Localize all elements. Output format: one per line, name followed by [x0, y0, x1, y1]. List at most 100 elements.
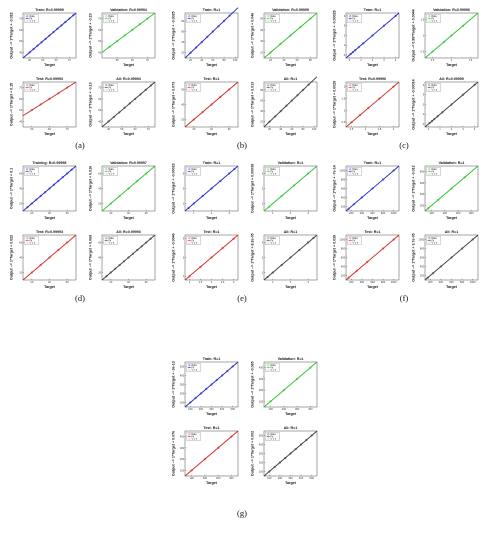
- data-point: [205, 387, 208, 391]
- legend-box: [186, 236, 201, 245]
- x-tick-label: 3: [307, 211, 309, 215]
- regression-panel: Train: R=0.99999 40 50 60 70 40 50 60 70 Target Ou…: [10, 8, 77, 67]
- y-tick-label: 60: [19, 28, 22, 32]
- data-point: [40, 41, 43, 44]
- data-point: [44, 37, 47, 40]
- y-tick-label: 50: [98, 108, 101, 112]
- legend-box: [103, 236, 118, 245]
- legend-data-marker: [188, 364, 191, 367]
- data-point: [280, 194, 283, 198]
- panel-title: Train: R=1: [203, 161, 220, 165]
- x-tick-label: 20: [268, 127, 271, 131]
- x-tick-label: 80: [309, 58, 312, 62]
- fit-line: [22, 165, 77, 212]
- y-tick-label: 20: [181, 51, 184, 55]
- regression-panel: All: R=1 200 400 600 800 1000 200 400 600 800 1000…: [412, 230, 479, 289]
- legend-data-label: Data: [109, 168, 115, 171]
- x-axis-label: Target: [446, 216, 458, 220]
- x-tick-label: 20: [30, 211, 33, 215]
- y-axis-label: Output ~= 1*Target + 3.7e-05: [412, 233, 416, 281]
- legend-box: [426, 83, 441, 92]
- legend-data-label: Data: [271, 364, 277, 367]
- x-axis-label: Target: [446, 63, 458, 67]
- legend-data-marker: [428, 237, 431, 240]
- data-point: [222, 19, 226, 23]
- x-tick-label: 60: [131, 58, 134, 62]
- x-tick-label: 800: [460, 280, 465, 284]
- y-tick-label: 3: [183, 171, 185, 175]
- group-label: (c): [399, 140, 409, 150]
- data-point: [127, 187, 130, 190]
- legend-box: [347, 83, 362, 92]
- data-point: [289, 34, 292, 37]
- y-tick-label: 40: [181, 40, 184, 44]
- data-point: [307, 241, 310, 244]
- data-point: [271, 271, 274, 274]
- panel-title: Validation: R=1: [278, 357, 304, 361]
- legend-box: [265, 14, 280, 23]
- x-tick-label: 70: [66, 127, 69, 131]
- data-point: [461, 93, 465, 96]
- y-tick-label: 800: [341, 177, 346, 181]
- legend-fit-label: Fit: [353, 240, 356, 243]
- y-tick-label: 20: [260, 50, 263, 54]
- y-tick-label: 3: [262, 240, 264, 244]
- y-tick-label: 60: [19, 97, 22, 101]
- x-tick-label: 1000: [391, 280, 397, 284]
- legend-fit-label: Fit: [30, 240, 33, 243]
- x-axis-label: Target: [44, 132, 56, 136]
- x-tick-label: 60: [211, 58, 214, 62]
- y-axis-label: Output ~= 1*Target + -0.022: [10, 12, 14, 58]
- y-tick-label: 40: [181, 102, 184, 106]
- y-axis-label: Output ~= 1*Target + -0.00029: [333, 10, 337, 60]
- x-tick-label: 3: [228, 211, 230, 215]
- data-point: [109, 202, 112, 205]
- x-tick-label: 60: [66, 211, 69, 215]
- y-tick-label: 800: [420, 246, 425, 250]
- data-point: [437, 198, 440, 201]
- x-tick-label: 40: [107, 127, 110, 131]
- y-tick-label: 60: [98, 171, 101, 175]
- data-point: [350, 121, 353, 124]
- y-tick-label: 600: [420, 181, 425, 185]
- fit-line: [345, 81, 400, 128]
- y-tick-label: 40: [19, 119, 22, 123]
- data-point: [57, 179, 60, 183]
- panel-title: All: R=0.99999: [439, 77, 463, 81]
- data-point: [367, 106, 370, 110]
- y-tick-label: 40: [19, 255, 22, 259]
- x-tick-label: 600: [370, 211, 375, 215]
- fit-line: [424, 234, 479, 281]
- y-tick-label: 80: [260, 17, 263, 21]
- legend-fit-label: Fit: [271, 240, 274, 243]
- y-axis-label: Output ~= 1*Target + -3e-13: [172, 361, 176, 408]
- legend-data-marker: [105, 15, 108, 18]
- data-point: [200, 41, 203, 44]
- x-tick-label: 300: [209, 407, 214, 411]
- data-point: [358, 114, 362, 117]
- legend-data-label: Data: [30, 237, 36, 240]
- y-tick-label: 400: [420, 264, 425, 268]
- data-point: [211, 30, 214, 33]
- legend-data-label: Data: [192, 237, 198, 240]
- y-tick-label: 20: [260, 120, 263, 124]
- data-point: [300, 443, 303, 446]
- data-point: [394, 14, 397, 18]
- data-point: [450, 34, 453, 37]
- data-point: [221, 247, 224, 250]
- x-tick-label: 40: [127, 211, 130, 215]
- legend-box: [426, 14, 441, 23]
- data-point: [57, 248, 60, 252]
- legend-data-label: Data: [353, 15, 359, 18]
- data-point: [144, 88, 147, 91]
- x-tick-label: 200: [278, 476, 283, 480]
- legend-yt-label: Y = T: [271, 242, 277, 245]
- y-tick-label: 0: [423, 122, 425, 126]
- legend-data-label: Data: [271, 15, 277, 18]
- data-point: [305, 438, 308, 442]
- x-tick-label: 100: [312, 127, 317, 131]
